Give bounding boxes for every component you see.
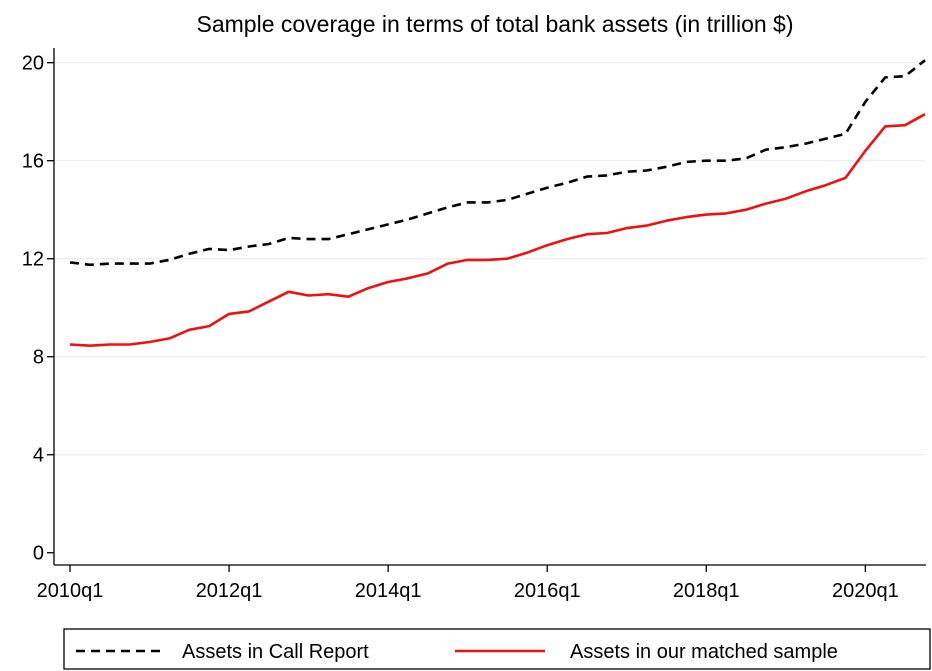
y-tick-label: 4 [33,445,44,467]
x-tick-label: 2016q1 [514,580,581,602]
series-line-call-report [69,59,926,267]
x-tick-label: 2010q1 [37,580,104,602]
legend: Assets in Call Report Assets in our match… [63,628,931,670]
x-tick-label: 2020q1 [832,580,899,602]
legend-box [63,628,931,670]
axes [53,48,926,566]
y-tick-label: 16 [22,151,44,173]
y-ticks: 0 4 8 12 16 20 [22,53,54,565]
legend-label: Assets in our matched sample [570,641,838,663]
y-tick-label: 12 [22,249,44,271]
legend-items: Assets in Call Report Assets in our match… [76,641,838,663]
series-line-matched-sample [69,113,926,348]
x-tick-label: 2014q1 [355,580,422,602]
y-tick-label: 0 [33,543,44,565]
x-ticks: 2010q1 2012q1 2014q1 2016q1 2018q1 2020q1 [37,565,899,602]
legend-label: Assets in Call Report [182,641,369,663]
y-tick-label: 8 [33,347,44,369]
chart-title: Sample coverage in terms of total bank a… [197,11,794,37]
x-tick-label: 2018q1 [673,580,740,602]
series-lines [69,59,926,348]
y-tick-label: 20 [22,53,44,75]
x-tick-label: 2012q1 [196,580,263,602]
